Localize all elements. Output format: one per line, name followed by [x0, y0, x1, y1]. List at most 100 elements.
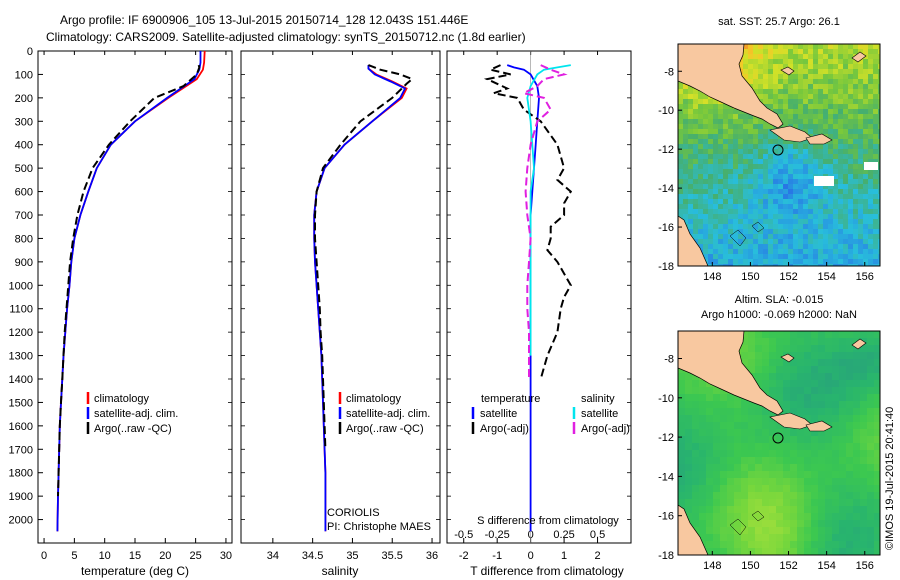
- map-cell: [720, 401, 728, 409]
- map-cell: [741, 548, 749, 555]
- map-cell: [863, 139, 869, 145]
- map-cell: [839, 373, 847, 381]
- map-cell: [723, 254, 729, 260]
- map-cell: [788, 139, 794, 145]
- land-islands-2: [805, 420, 833, 432]
- map-cell: [678, 373, 686, 381]
- map-cell: [783, 204, 789, 210]
- map-cell: [741, 422, 749, 430]
- map-cell: [743, 234, 749, 240]
- land-australia: [678, 215, 709, 266]
- depth-tick-label: 600: [15, 187, 33, 199]
- map-cell: [838, 164, 844, 170]
- map-cell: [846, 373, 854, 381]
- map-cell: [790, 408, 798, 416]
- map-cell: [793, 199, 799, 205]
- map-cell: [798, 84, 804, 90]
- map-cell: [699, 534, 707, 542]
- map-cell: [860, 352, 868, 360]
- map-cell: [858, 204, 864, 210]
- temperature-xlabel: temperature (deg C): [81, 564, 189, 578]
- x-tick-label: 10: [99, 550, 111, 562]
- map-cell: [848, 259, 854, 265]
- map-cell: [693, 159, 699, 165]
- map-cell: [703, 119, 709, 125]
- map-cell: [692, 471, 700, 479]
- map-cell: [708, 114, 714, 120]
- map-cell: [874, 527, 880, 535]
- map-cell: [768, 209, 774, 215]
- map-cell: [853, 527, 861, 535]
- map-cell: [832, 408, 840, 416]
- map-cell: [698, 119, 704, 125]
- map-cell: [723, 139, 729, 145]
- map-cell: [833, 234, 839, 240]
- map-cell: [833, 199, 839, 205]
- map-cell: [748, 79, 754, 85]
- map-cell: [823, 114, 829, 120]
- map-cell: [818, 224, 824, 230]
- map-cell: [769, 492, 777, 500]
- map-cell: [758, 159, 764, 165]
- map-cell: [811, 541, 819, 549]
- map-cell: [741, 492, 749, 500]
- map-cell: [776, 499, 784, 507]
- map-cell: [823, 54, 829, 60]
- map-cell: [793, 114, 799, 120]
- map-cell: [853, 380, 861, 388]
- map-cell: [763, 219, 769, 225]
- map-cell: [808, 119, 814, 125]
- map-cell: [733, 189, 739, 195]
- map-cell: [825, 380, 833, 388]
- map-cell: [783, 109, 789, 115]
- map-cell: [874, 499, 880, 507]
- map-cell: [763, 229, 769, 235]
- map-cell: [843, 49, 849, 55]
- map-cell: [693, 219, 699, 225]
- map-cell: [868, 189, 874, 195]
- map-cell: [758, 64, 764, 70]
- map-cell: [738, 184, 744, 190]
- map-cell: [853, 149, 859, 155]
- map-cell: [803, 114, 809, 120]
- map-cell: [788, 149, 794, 155]
- map-cell: [706, 541, 714, 549]
- map-cell: [838, 199, 844, 205]
- map-cell: [748, 415, 756, 423]
- map-cell: [848, 44, 854, 50]
- map-cell: [823, 249, 829, 255]
- map-cell: [873, 249, 879, 255]
- map-cell: [848, 99, 854, 105]
- map-cell: [838, 84, 844, 90]
- map-cell: [838, 94, 844, 100]
- map-cell: [823, 239, 829, 245]
- map-cell: [793, 144, 799, 150]
- map-cell: [798, 159, 804, 165]
- map-cell: [763, 119, 769, 125]
- map-cell: [797, 548, 805, 555]
- map-cell: [874, 366, 880, 374]
- map-cell: [762, 464, 770, 472]
- map-cell: [699, 492, 707, 500]
- map-cell: [798, 74, 804, 80]
- map-cell: [823, 99, 829, 105]
- map-cell: [763, 264, 769, 266]
- map-cell: [813, 129, 819, 135]
- map-cell: [706, 464, 714, 472]
- map-cell: [698, 204, 704, 210]
- map-cell: [741, 520, 749, 528]
- map-cell: [863, 209, 869, 215]
- map-cell: [863, 49, 869, 55]
- map-cell: [743, 144, 749, 150]
- map-cell: [748, 534, 756, 542]
- map-cell: [790, 345, 798, 353]
- map-cell: [874, 548, 880, 555]
- map-cell: [823, 214, 829, 220]
- map-cell: [768, 89, 774, 95]
- map-cell: [734, 394, 742, 402]
- map-cell: [828, 184, 834, 190]
- map-cell: [713, 408, 721, 416]
- map-cell: [848, 174, 854, 180]
- map-cell: [783, 485, 791, 493]
- map-cell: [828, 59, 834, 65]
